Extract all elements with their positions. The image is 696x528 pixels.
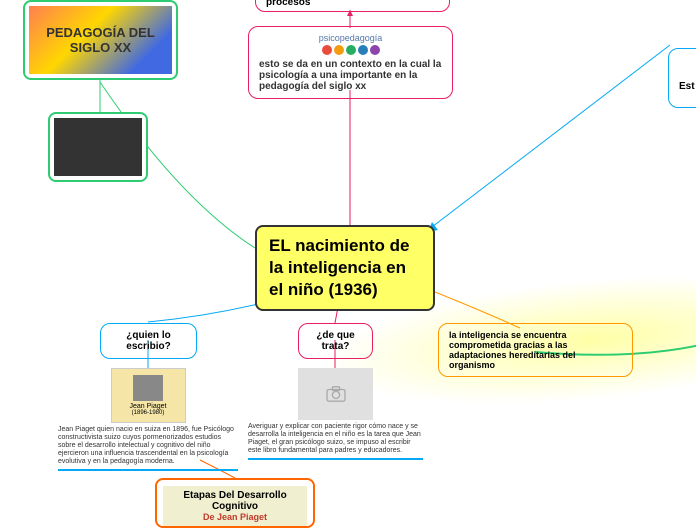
context-node[interactable]: psicopedagogía esto se da en un contexto… [248,26,453,99]
about-image-placeholder[interactable] [298,368,373,420]
right-edge-text: Est [679,81,695,92]
about-caption: Averiguar y explicar con paciente rigor … [248,423,423,460]
q3-label: la inteligencia se encuentra comprometid… [449,330,576,370]
etapas-card[interactable]: Etapas Del Desarrollo Cognitivo De Jean … [155,478,315,528]
q2-label: ¿de que trata? [316,330,354,352]
q2-node[interactable]: ¿de que trata? [298,323,373,359]
piaget-years: (1896-1980) [132,410,165,416]
piaget-portrait [133,375,163,401]
piaget-name: Jean Piaget [130,403,167,410]
top-process-text: procesos [266,0,310,8]
piaget-caption: Jean Piaget quien nacio en suiza en 1896… [58,426,238,471]
central-title: EL nacimiento de la inteligencia en el n… [269,236,409,299]
right-edge-node[interactable]: Est [668,48,696,108]
piaget-block: Jean Piaget (1896-1980) Jean Piaget quie… [58,368,238,471]
pedagogia-card[interactable]: PEDAGOGÍA DEL SIGLO XX [23,0,178,80]
etapas-title: Etapas Del Desarrollo Cognitivo [167,490,303,512]
etapas-subtitle: De Jean Piaget [167,512,303,522]
q3-node[interactable]: la inteligencia se encuentra comprometid… [438,323,633,377]
color-dots [322,45,380,55]
q1-label: ¿quien lo escribio? [126,330,170,352]
pedagogia-graphic: PEDAGOGÍA DEL SIGLO XX [29,6,172,74]
pedagogia-label: PEDAGOGÍA DEL SIGLO XX [29,25,172,55]
etapas-inner: Etapas Del Desarrollo Cognitivo De Jean … [163,486,307,526]
piaget-card[interactable]: Jean Piaget (1896-1980) [111,368,186,423]
context-text: esto se da en un contexto en la cual la … [259,59,442,92]
q1-node[interactable]: ¿quien lo escribio? [100,323,197,359]
photo-card[interactable] [48,112,148,182]
photo-historical [54,118,142,176]
about-block: Averiguar y explicar con paciente rigor … [248,368,423,460]
camera-icon [325,385,347,403]
top-process-node[interactable]: procesos [255,0,450,12]
psicopedagogia-icon-label: psicopedagogía [319,33,383,43]
psicopedagogia-icon-group: psicopedagogía [259,33,442,55]
central-node[interactable]: EL nacimiento de la inteligencia en el n… [255,225,435,311]
